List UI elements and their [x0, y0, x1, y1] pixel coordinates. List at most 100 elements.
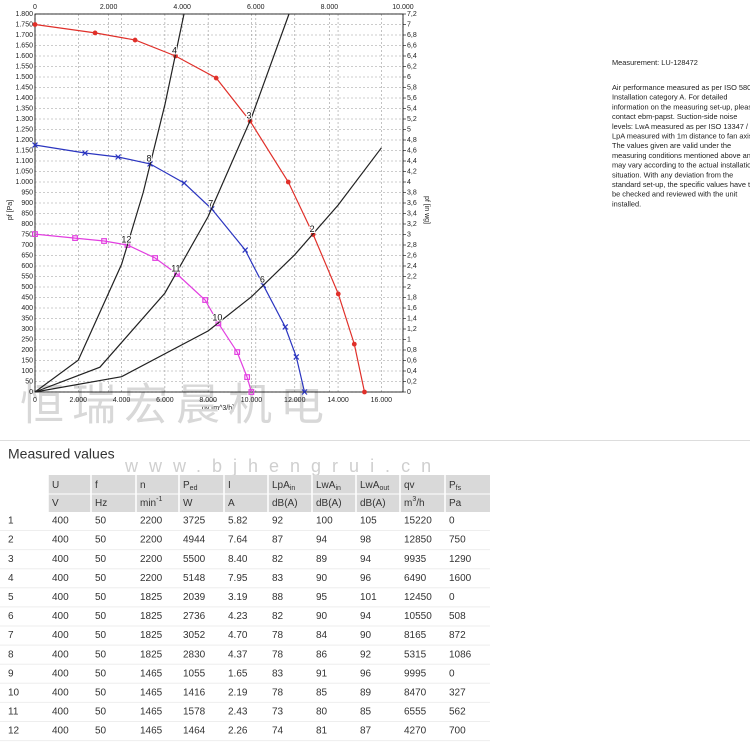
point — [351, 341, 357, 347]
y-tick-label: 1.750 — [15, 21, 33, 28]
cell-part: n — [140, 480, 146, 491]
point — [32, 142, 38, 148]
cell: 0 — [449, 592, 455, 603]
cell: 4270 — [404, 726, 427, 737]
note-line: situation. With any deviation from the — [612, 170, 733, 179]
point — [82, 150, 88, 156]
cell: 50 — [95, 611, 107, 622]
cell: 86 — [316, 649, 328, 660]
y-tick-label: 1.450 — [15, 84, 33, 91]
cell: 3052 — [183, 630, 206, 641]
y2-tick-label: 1,6 — [407, 305, 417, 312]
cell: 5.82 — [228, 516, 248, 527]
curve — [34, 13, 290, 393]
y2-tick-label: 4,6 — [407, 147, 417, 154]
column-unit: Hz — [95, 498, 107, 509]
y-tick-label: 650 — [21, 252, 33, 259]
y-tick-label: 900 — [21, 200, 33, 207]
cell: 73 — [272, 707, 284, 718]
cell: 92 — [272, 516, 284, 527]
y-tick-label: 300 — [21, 326, 33, 333]
point — [293, 354, 300, 360]
cell: 10550 — [404, 611, 432, 622]
cell: 94 — [360, 611, 372, 622]
x-tick-label: 8.000 — [199, 397, 217, 404]
y2-tick-label: 5,6 — [407, 95, 417, 102]
cell: 11 — [8, 707, 19, 718]
cell: 0 — [449, 516, 455, 527]
cell-part: qv — [404, 480, 415, 491]
y-tick-label: 1.550 — [15, 63, 33, 70]
cell: 82 — [272, 611, 284, 622]
y2-tick-label: 6,6 — [407, 42, 417, 49]
y2-tick-label: 0 — [407, 389, 411, 396]
point — [181, 180, 188, 186]
y-tick-label: 350 — [21, 315, 33, 322]
y2-tick-label: 3,8 — [407, 189, 417, 196]
cell-part: ed — [190, 485, 198, 492]
cell: 872 — [449, 630, 466, 641]
x-tick-label: 12.000 — [284, 397, 306, 404]
y-tick-label: 950 — [21, 189, 33, 196]
note-line: Installation category A. For detailed — [612, 93, 727, 102]
cell: 90 — [316, 573, 328, 584]
x2-tick-label: 4.000 — [173, 4, 191, 11]
cell: 78 — [272, 630, 284, 641]
cell: 400 — [52, 516, 69, 527]
cell: 83 — [272, 573, 284, 584]
point — [202, 297, 209, 303]
cell: 96 — [360, 573, 372, 584]
divider — [0, 440, 750, 441]
cell: 89 — [360, 688, 372, 699]
cell: 92 — [360, 649, 372, 660]
cell: 400 — [52, 611, 69, 622]
cell: 4944 — [183, 535, 206, 546]
y2-tick-label: 6,8 — [407, 32, 417, 39]
x-tick-label: 4.000 — [113, 397, 131, 404]
y-tick-label: 1.600 — [15, 53, 33, 60]
cell: 10 — [8, 688, 20, 699]
cell-part: LwA — [316, 480, 336, 491]
cell-part: out — [379, 485, 389, 492]
cell-part: Hz — [95, 498, 107, 509]
y2-tick-label: 4 — [407, 179, 411, 186]
cell: 400 — [52, 573, 69, 584]
point-label: 6 — [260, 275, 265, 285]
cell-part: P — [449, 480, 456, 491]
note-line: measuring conditions mentioned above and — [612, 151, 750, 160]
point — [215, 320, 222, 327]
cell: 2.19 — [228, 688, 248, 699]
cell: 8470 — [404, 688, 427, 699]
point — [285, 179, 291, 185]
y2-tick-label: 6 — [407, 74, 411, 81]
y-tick-label: 1.000 — [15, 179, 33, 186]
cell-part: /h — [416, 498, 424, 509]
note-line: be checked and reviewed with the unit — [612, 190, 737, 199]
column-unit: dB(A) — [360, 498, 386, 509]
cell: 2039 — [183, 592, 206, 603]
cell: 50 — [95, 649, 107, 660]
cell: 1 — [8, 516, 14, 527]
y-tick-label: 1.250 — [15, 126, 33, 133]
cell: 50 — [95, 668, 107, 679]
y-tick-label: 150 — [21, 357, 33, 364]
y2-tick-label: 4,2 — [407, 168, 417, 175]
x-tick-label: 0 — [33, 397, 37, 404]
y2-tick-label: 3,2 — [407, 221, 417, 228]
cell: 84 — [316, 630, 328, 641]
y2-tick-label: 1,4 — [407, 315, 417, 322]
point — [115, 154, 122, 160]
point-label: 8 — [147, 153, 152, 163]
y2-tick-label: 5,2 — [407, 116, 417, 123]
cell: 88 — [272, 592, 284, 603]
cell: 3725 — [183, 516, 206, 527]
cell: 1055 — [183, 668, 206, 679]
cell: 1465 — [140, 668, 163, 679]
y-tick-label: 500 — [21, 284, 33, 291]
watermark-title: 恒瑞宏晨机电 — [20, 381, 332, 430]
cell: 1086 — [449, 649, 472, 660]
cell: 1600 — [449, 573, 472, 584]
y-tick-label: 1.050 — [15, 168, 33, 175]
cell: 50 — [95, 535, 107, 546]
cell-part: m — [404, 498, 412, 509]
